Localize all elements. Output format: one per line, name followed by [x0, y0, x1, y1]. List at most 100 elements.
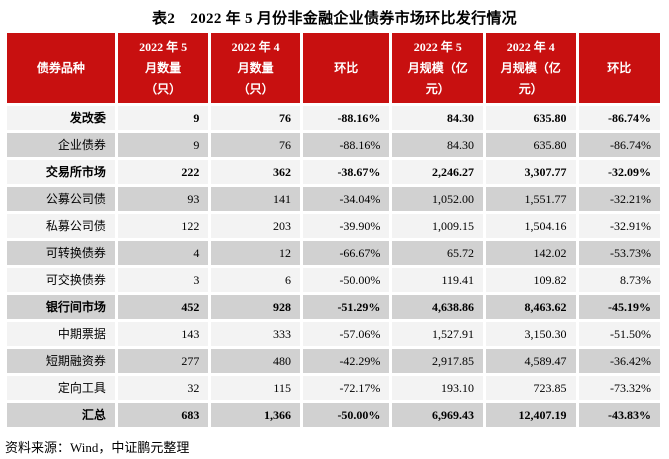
- column-header-cell: 环比: [302, 33, 390, 103]
- value-cell: 4,638.86: [392, 295, 483, 319]
- value-cell: -50.00%: [302, 403, 390, 427]
- value-cell: 1,527.91: [392, 322, 483, 346]
- value-cell: 928: [211, 295, 300, 319]
- value-cell: -51.29%: [302, 295, 390, 319]
- value-cell: 635.80: [486, 133, 576, 157]
- table-row: 企业债券 9 76 -88.16% 84.30 635.80 -86.74%: [7, 133, 660, 157]
- table-row: 可交换债券 3 6 -50.00% 119.41 109.82 8.73%: [7, 268, 660, 292]
- value-cell: 122: [117, 214, 209, 238]
- value-cell: 635.80: [486, 106, 576, 130]
- value-cell: 84.30: [392, 106, 483, 130]
- table-row: 汇总 683 1,366 -50.00% 6,969.43 12,407.19 -43.83…: [7, 403, 660, 427]
- value-cell: 12: [211, 241, 300, 265]
- value-cell: 277: [117, 349, 209, 373]
- value-cell: -88.16%: [302, 106, 390, 130]
- column-header-cell: 2022 年 5 月数量 （只）: [117, 33, 209, 103]
- value-cell: 1,366: [211, 403, 300, 427]
- table-row: 可转换债券 4 12 -66.67% 65.72 142.02 -53.73%: [7, 241, 660, 265]
- value-cell: -88.16%: [302, 133, 390, 157]
- value-cell: 8.73%: [578, 268, 660, 292]
- value-cell: -53.73%: [578, 241, 660, 265]
- value-cell: -86.74%: [578, 133, 660, 157]
- value-cell: 9: [117, 133, 209, 157]
- source-note: 资料来源：Wind，中证鹏元整理: [5, 440, 190, 455]
- table-row: 短期融资券 277 480 -42.29% 2,917.85 4,589.47 -36.42…: [7, 349, 660, 373]
- value-cell: -51.50%: [578, 322, 660, 346]
- table-row: 交易所市场 222 362 -38.67% 2,246.27 3,307.77 -32.09…: [7, 160, 660, 184]
- value-cell: 222: [117, 160, 209, 184]
- table-body: 发改委 9 76 -88.16% 84.30 635.80 -86.74% 企业债券 9 76 -8…: [7, 106, 660, 427]
- table-header-row: 债券品种 2022 年 5 月数量 （只） 2022 年 4 月数量 （只） 环比 20…: [7, 33, 660, 103]
- row-label-cell: 发改委: [7, 106, 115, 130]
- row-label-cell: 短期融资券: [7, 349, 115, 373]
- value-cell: 452: [117, 295, 209, 319]
- value-cell: 84.30: [392, 133, 483, 157]
- column-header-cell: 2022 年 5 月规模（亿 元）: [392, 33, 483, 103]
- value-cell: 333: [211, 322, 300, 346]
- value-cell: 4,589.47: [486, 349, 576, 373]
- column-header-cell: 2022 年 4 月数量 （只）: [211, 33, 300, 103]
- value-cell: 480: [211, 349, 300, 373]
- value-cell: -42.29%: [302, 349, 390, 373]
- value-cell: 141: [211, 187, 300, 211]
- table-row: 发改委 9 76 -88.16% 84.30 635.80 -86.74%: [7, 106, 660, 130]
- value-cell: -86.74%: [578, 106, 660, 130]
- column-header-cell: 环比: [578, 33, 660, 103]
- value-cell: 683: [117, 403, 209, 427]
- value-cell: -32.09%: [578, 160, 660, 184]
- value-cell: 4: [117, 241, 209, 265]
- row-label-cell: 企业债券: [7, 133, 115, 157]
- value-cell: -50.00%: [302, 268, 390, 292]
- value-cell: 723.85: [486, 376, 576, 400]
- value-cell: 1,052.00: [392, 187, 483, 211]
- row-label-cell: 交易所市场: [7, 160, 115, 184]
- value-cell: 6: [211, 268, 300, 292]
- column-header-cell: 2022 年 4 月规模（亿 元）: [486, 33, 576, 103]
- value-cell: -32.21%: [578, 187, 660, 211]
- value-cell: -72.17%: [302, 376, 390, 400]
- table-title: 表2 2022 年 5 月份非金融企业债券市场环比发行情况: [152, 11, 517, 27]
- row-label-cell: 银行间市场: [7, 295, 115, 319]
- value-cell: 109.82: [486, 268, 576, 292]
- value-cell: 115: [211, 376, 300, 400]
- value-cell: 119.41: [392, 268, 483, 292]
- table-row: 定向工具 32 115 -72.17% 193.10 723.85 -73.32%: [7, 376, 660, 400]
- value-cell: 193.10: [392, 376, 483, 400]
- value-cell: 76: [211, 106, 300, 130]
- value-cell: 1,009.15: [392, 214, 483, 238]
- value-cell: 12,407.19: [486, 403, 576, 427]
- value-cell: 93: [117, 187, 209, 211]
- value-cell: -45.19%: [578, 295, 660, 319]
- value-cell: 1,551.77: [486, 187, 576, 211]
- row-label-cell: 私募公司债: [7, 214, 115, 238]
- value-cell: 32: [117, 376, 209, 400]
- row-label-cell: 可转换债券: [7, 241, 115, 265]
- value-cell: -34.04%: [302, 187, 390, 211]
- value-cell: -38.67%: [302, 160, 390, 184]
- row-label-cell: 中期票据: [7, 322, 115, 346]
- row-label-cell: 定向工具: [7, 376, 115, 400]
- value-cell: 8,463.62: [486, 295, 576, 319]
- row-label-cell: 汇总: [7, 403, 115, 427]
- table-row: 中期票据 143 333 -57.06% 1,527.91 3,150.30 -51.50%: [7, 322, 660, 346]
- value-cell: 3: [117, 268, 209, 292]
- value-cell: 3,150.30: [486, 322, 576, 346]
- value-cell: 6,969.43: [392, 403, 483, 427]
- value-cell: -66.67%: [302, 241, 390, 265]
- value-cell: -43.83%: [578, 403, 660, 427]
- table-row: 公募公司债 93 141 -34.04% 1,052.00 1,551.77 -32.21%: [7, 187, 660, 211]
- value-cell: 2,917.85: [392, 349, 483, 373]
- row-label-cell: 公募公司债: [7, 187, 115, 211]
- value-cell: -57.06%: [302, 322, 390, 346]
- value-cell: 143: [117, 322, 209, 346]
- row-label-cell: 可交换债券: [7, 268, 115, 292]
- table-row: 私募公司债 122 203 -39.90% 1,009.15 1,504.16 -32.91…: [7, 214, 660, 238]
- value-cell: -32.91%: [578, 214, 660, 238]
- value-cell: -73.32%: [578, 376, 660, 400]
- value-cell: 142.02: [486, 241, 576, 265]
- value-cell: 3,307.77: [486, 160, 576, 184]
- value-cell: -36.42%: [578, 349, 660, 373]
- value-cell: -39.90%: [302, 214, 390, 238]
- value-cell: 76: [211, 133, 300, 157]
